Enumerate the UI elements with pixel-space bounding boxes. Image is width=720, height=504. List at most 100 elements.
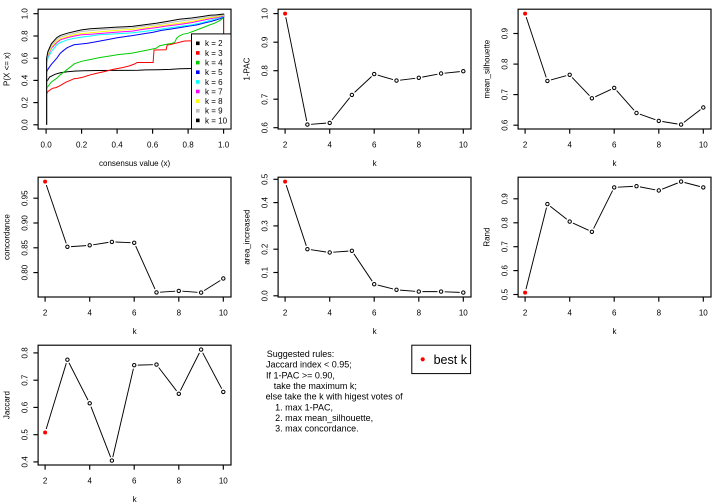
svg-text:0.6: 0.6 xyxy=(501,119,510,131)
svg-text:10: 10 xyxy=(219,477,228,486)
svg-text:0.9: 0.9 xyxy=(501,27,510,39)
svg-text:0.2: 0.2 xyxy=(76,141,88,150)
svg-text:0.5: 0.5 xyxy=(21,429,30,441)
svg-text:0.6: 0.6 xyxy=(21,401,30,413)
svg-text:0.0: 0.0 xyxy=(21,119,30,131)
svg-text:k = 10: k = 10 xyxy=(205,116,228,125)
svg-text:0.8: 0.8 xyxy=(21,30,30,42)
svg-text:2: 2 xyxy=(523,309,528,318)
svg-text:0.7: 0.7 xyxy=(261,93,270,105)
svg-text:0.7: 0.7 xyxy=(501,88,510,100)
svg-text:0.95: 0.95 xyxy=(21,190,30,206)
svg-text:6: 6 xyxy=(372,309,377,318)
svg-text:8: 8 xyxy=(177,309,182,318)
svg-text:8: 8 xyxy=(657,141,662,150)
svg-text:0.7: 0.7 xyxy=(21,374,30,386)
svg-text:0.4: 0.4 xyxy=(112,141,124,150)
svg-text:4: 4 xyxy=(327,141,332,150)
svg-text:2. max mean_silhouette,: 2. max mean_silhouette, xyxy=(275,413,373,423)
svg-text:k = 2: k = 2 xyxy=(205,39,223,48)
svg-text:8: 8 xyxy=(657,309,662,318)
svg-text:0.2: 0.2 xyxy=(21,96,30,108)
svg-text:6: 6 xyxy=(612,309,617,318)
svg-text:0.2: 0.2 xyxy=(261,243,270,255)
svg-text:0.8: 0.8 xyxy=(501,58,510,70)
svg-text:2: 2 xyxy=(523,141,528,150)
svg-text:3. max concordance.: 3. max concordance. xyxy=(275,424,359,434)
svg-text:k = 9: k = 9 xyxy=(205,107,223,116)
svg-text:2: 2 xyxy=(43,309,48,318)
svg-text:10: 10 xyxy=(699,141,708,150)
svg-text:0.8: 0.8 xyxy=(261,65,270,77)
svg-text:0.6: 0.6 xyxy=(261,122,270,134)
svg-text:k: k xyxy=(373,327,378,336)
svg-text:Jaccard: Jaccard xyxy=(2,391,11,419)
svg-text:k = 3: k = 3 xyxy=(205,49,223,58)
svg-text:6: 6 xyxy=(132,477,137,486)
svg-text:k = 4: k = 4 xyxy=(205,59,223,68)
svg-text:4: 4 xyxy=(567,141,572,150)
svg-text:8: 8 xyxy=(177,477,182,486)
svg-text:2: 2 xyxy=(283,309,288,318)
svg-text:0.8: 0.8 xyxy=(21,347,30,359)
svg-text:Jaccard index < 0.95;: Jaccard index < 0.95; xyxy=(266,360,352,370)
svg-text:0.0: 0.0 xyxy=(41,141,53,150)
svg-text:k = 7: k = 7 xyxy=(205,87,223,96)
svg-text:P(X <= x): P(X <= x) xyxy=(2,52,11,86)
svg-text:k: k xyxy=(613,327,618,336)
svg-text:0.0: 0.0 xyxy=(261,290,270,302)
svg-text:1.0: 1.0 xyxy=(21,8,30,20)
svg-text:6: 6 xyxy=(132,309,137,318)
svg-text:10: 10 xyxy=(219,309,228,318)
svg-text:0.8: 0.8 xyxy=(501,217,510,229)
svg-text:1-PAC: 1-PAC xyxy=(242,57,251,80)
svg-text:k: k xyxy=(373,159,378,168)
svg-text:1.0: 1.0 xyxy=(261,7,270,19)
svg-text:0.9: 0.9 xyxy=(261,36,270,48)
svg-text:4: 4 xyxy=(327,309,332,318)
svg-text:10: 10 xyxy=(459,141,468,150)
svg-text:1. max 1-PAC,: 1. max 1-PAC, xyxy=(275,402,333,412)
svg-text:6: 6 xyxy=(612,141,617,150)
svg-text:4: 4 xyxy=(87,477,92,486)
svg-text:take the maximum k;: take the maximum k; xyxy=(274,381,357,391)
svg-text:consensus value (x): consensus value (x) xyxy=(99,159,170,168)
svg-text:Rand: Rand xyxy=(482,228,491,247)
svg-text:k = 6: k = 6 xyxy=(205,78,223,87)
svg-text:0.9: 0.9 xyxy=(501,193,510,205)
svg-text:0.6: 0.6 xyxy=(147,141,159,150)
svg-text:If 1-PAC >= 0.90,: If 1-PAC >= 0.90, xyxy=(266,370,335,380)
svg-text:else take the k with higest vo: else take the k with higest votes of xyxy=(266,392,404,402)
svg-text:2: 2 xyxy=(283,141,288,150)
svg-text:0.3: 0.3 xyxy=(261,220,270,232)
svg-text:k = 5: k = 5 xyxy=(205,68,223,77)
svg-text:k: k xyxy=(133,327,138,336)
svg-text:4: 4 xyxy=(87,309,92,318)
svg-text:0.5: 0.5 xyxy=(501,288,510,300)
svg-text:0.6: 0.6 xyxy=(501,264,510,276)
svg-text:0.8: 0.8 xyxy=(183,141,195,150)
svg-text:area_increased: area_increased xyxy=(242,210,251,265)
svg-text:1.0: 1.0 xyxy=(218,141,230,150)
svg-text:k: k xyxy=(613,159,618,168)
svg-text:2: 2 xyxy=(43,477,48,486)
svg-text:0.5: 0.5 xyxy=(261,173,270,185)
svg-text:10: 10 xyxy=(699,309,708,318)
svg-text:4: 4 xyxy=(567,309,572,318)
svg-text:0.4: 0.4 xyxy=(21,74,30,86)
svg-text:0.4: 0.4 xyxy=(21,456,30,468)
svg-text:0.90: 0.90 xyxy=(21,215,30,231)
svg-text:8: 8 xyxy=(417,141,422,150)
svg-text:Suggested rules:: Suggested rules: xyxy=(267,349,335,359)
svg-text:0.6: 0.6 xyxy=(21,52,30,64)
svg-text:k: k xyxy=(133,495,138,504)
svg-text:10: 10 xyxy=(459,309,468,318)
svg-text:concordance: concordance xyxy=(2,214,11,260)
svg-text:6: 6 xyxy=(372,141,377,150)
svg-text:0.85: 0.85 xyxy=(21,239,30,255)
svg-text:0.7: 0.7 xyxy=(501,241,510,253)
svg-text:0.1: 0.1 xyxy=(261,266,270,278)
svg-text:0.80: 0.80 xyxy=(21,264,30,280)
svg-text:mean_silhouette: mean_silhouette xyxy=(482,39,491,98)
svg-text:k = 8: k = 8 xyxy=(205,97,223,106)
